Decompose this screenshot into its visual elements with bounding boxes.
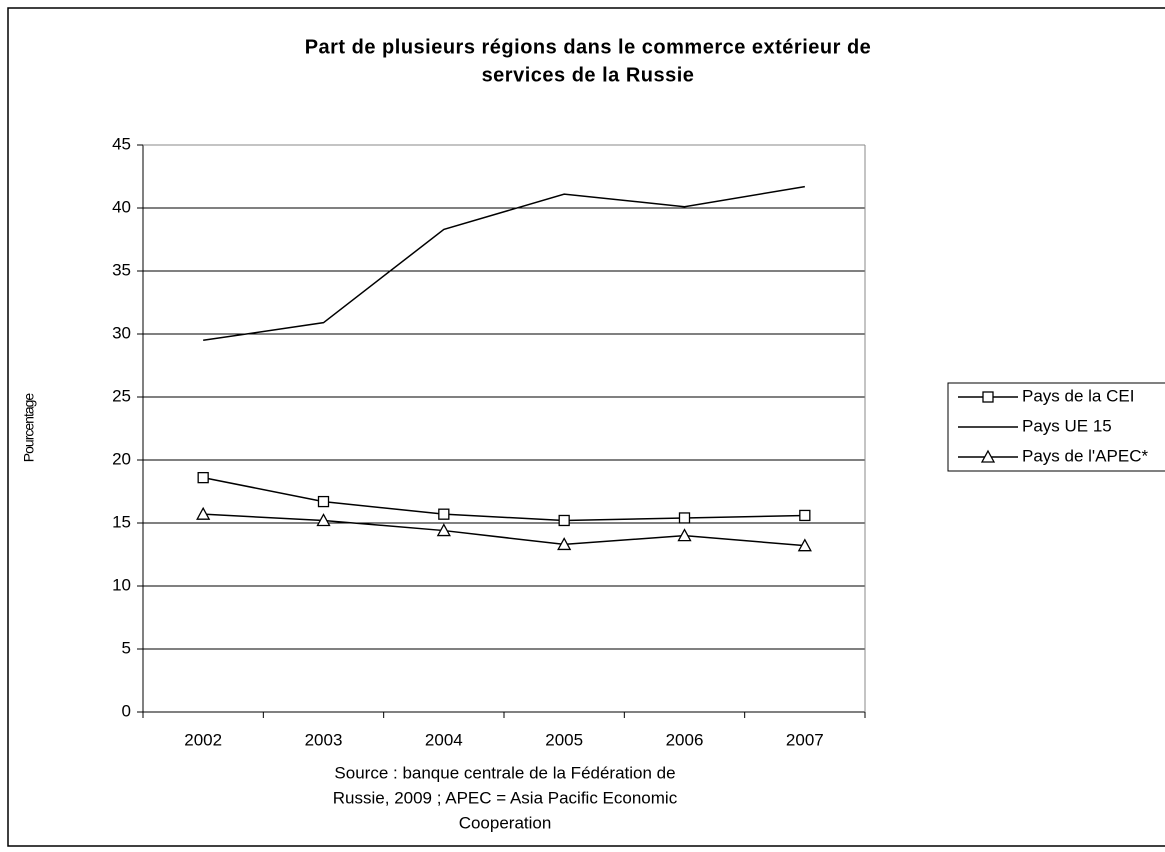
chart-title: Part de plusieurs régions dans le commer…: [305, 36, 872, 58]
y-tick-label: 25: [112, 386, 131, 405]
marker: [797, 538, 812, 552]
x-tick-label: 2005: [545, 730, 583, 749]
marker: [982, 391, 994, 403]
x-tick-label: 2007: [786, 730, 824, 749]
marker: [799, 509, 811, 522]
y-tick-label: 15: [112, 512, 131, 531]
marker: [558, 514, 570, 527]
series-line: [203, 476, 805, 522]
marker: [436, 523, 451, 537]
x-tick-label: 2006: [666, 730, 704, 749]
y-tick-label: 30: [112, 323, 131, 342]
y-tick-label: 40: [112, 197, 131, 216]
chart-title: services de la Russie: [482, 64, 695, 86]
marker: [197, 471, 209, 484]
legend-label: Pays UE 15: [1022, 416, 1112, 435]
series-line: [203, 513, 805, 547]
y-tick-label: 35: [112, 260, 131, 279]
marker: [678, 512, 691, 524]
y-tick-label: 5: [122, 638, 131, 657]
source-note: Cooperation: [459, 813, 552, 832]
x-tick-label: 2004: [425, 730, 463, 749]
marker: [557, 537, 572, 551]
marker: [980, 449, 996, 463]
y-axis-label: Pourcentage: [21, 393, 37, 463]
source-note: Russie, 2009 ; APEC = Asia Pacific Econo…: [333, 788, 678, 807]
legend-label: Pays de l'APEC*: [1022, 446, 1148, 465]
y-tick-label: 45: [112, 134, 131, 153]
x-tick-label: 2002: [184, 730, 222, 749]
marker: [677, 528, 692, 542]
series-line: [203, 185, 805, 342]
y-tick-label: 10: [112, 575, 131, 594]
y-tick-label: 0: [122, 701, 131, 720]
x-tick-label: 2003: [305, 730, 343, 749]
marker: [317, 495, 330, 508]
marker: [438, 508, 450, 520]
marker: [196, 506, 211, 520]
source-note: Source : banque centrale de la Fédératio…: [334, 763, 675, 782]
legend-label: Pays de la CEI: [1022, 386, 1134, 405]
y-tick-label: 20: [112, 449, 131, 468]
chart-border: [7, 7, 1165, 847]
marker: [316, 513, 331, 527]
